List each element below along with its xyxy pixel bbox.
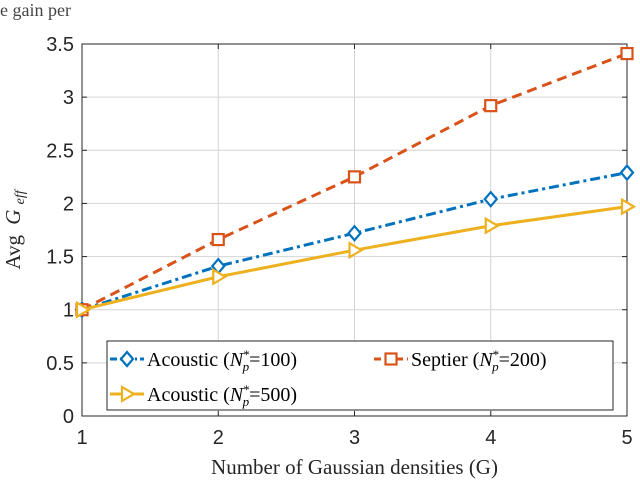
data-point (347, 224, 362, 242)
legend-item-3: Acoustic (N* p=500) (110, 382, 297, 409)
x-tick-label: 3 (349, 427, 360, 449)
legend-sub-p: p (242, 394, 250, 409)
legend-series-name: Septier ( (411, 349, 480, 371)
data-point (620, 197, 637, 216)
y-axis-label-symbol: G (1, 210, 25, 225)
data-point (620, 46, 634, 61)
legend-sub-p: p (491, 359, 499, 374)
legend-label: Acoustic (N* p=500) (147, 382, 297, 409)
legend-box (106, 340, 614, 411)
series-2 (75, 46, 634, 317)
x-tick-label: 5 (621, 427, 632, 449)
y-tick-label: 3 (63, 87, 74, 109)
legend-marker (384, 352, 398, 366)
x-tick-label: 4 (485, 427, 496, 449)
legend-label: Septier (N* p=200) (411, 347, 547, 374)
series-lines (74, 46, 637, 319)
y-tick-label: 0.5 (46, 353, 74, 375)
legend-star: * (493, 347, 500, 362)
y-tick-label: 1.5 (46, 247, 74, 269)
data-point (348, 241, 364, 260)
data-point (347, 170, 362, 184)
legend-marker (119, 350, 135, 368)
x-tick-label: 2 (213, 427, 224, 449)
y-axis-label-subscript: eff (13, 188, 28, 204)
legend-n-symbol: N (229, 349, 245, 371)
legend-n-value: =200) (499, 349, 547, 371)
legend-item-1: Acoustic (N* p=100) (110, 347, 297, 374)
data-point (483, 190, 499, 208)
data-point (619, 163, 635, 182)
data-point (212, 267, 228, 286)
legend-item-2: Septier (N* p=200) (374, 347, 547, 374)
legend-marker (120, 385, 137, 403)
legend-n-symbol: N (229, 384, 245, 406)
y-tick-label: 3.5 (46, 34, 74, 56)
y-tick-label: 0 (63, 406, 74, 428)
legend-sub-p: p (242, 359, 250, 374)
y-tick-label: 2.5 (46, 140, 74, 162)
legend-n-value: =500) (249, 384, 297, 406)
legend-n-value: =100) (249, 349, 297, 371)
y-tick-label: 2 (63, 193, 74, 215)
legend-n-symbol: N (478, 349, 494, 371)
y-axis-label-main: Avg (1, 235, 25, 270)
x-axis-label: Number of Gaussian densities (G) (211, 455, 498, 479)
x-tick-label: 1 (76, 427, 87, 449)
data-point (211, 232, 225, 247)
series-line (81, 171, 628, 312)
axis-ticks: 1 2 3 4 5 0 0.5 1 1.5 2 2.5 3 3.5 (46, 34, 632, 449)
y-tick-label: 1 (63, 300, 74, 322)
legend-series-name: Acoustic ( (147, 349, 230, 371)
legend-star: * (243, 382, 250, 397)
caption-fragment: e gain per (0, 0, 71, 20)
legend-star: * (243, 347, 250, 362)
data-point (75, 300, 92, 319)
y-axis-label: Avg G eff (1, 188, 28, 269)
data-point (484, 216, 500, 235)
data-point (484, 99, 498, 113)
legend-label: Acoustic (N* p=100) (147, 347, 297, 374)
legend-series-name: Acoustic ( (147, 384, 230, 406)
series-line (81, 52, 628, 312)
legend: Acoustic (N* p=100) Septier (N* p=200)Acous… (106, 340, 614, 411)
series-3 (75, 197, 637, 319)
